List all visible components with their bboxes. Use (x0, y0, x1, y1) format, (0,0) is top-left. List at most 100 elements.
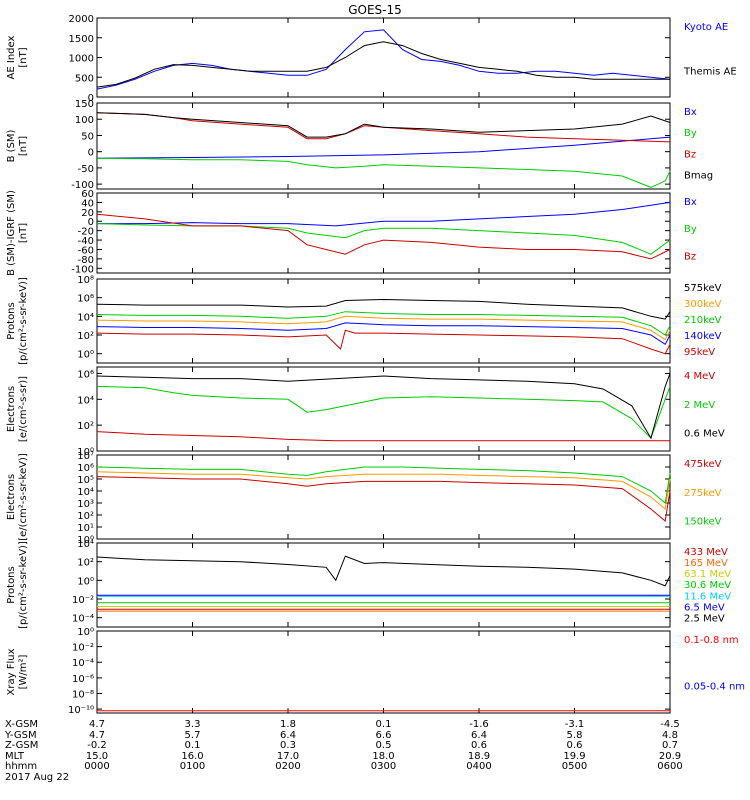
ephemeris-value: 4.7 (89, 719, 105, 730)
y-axis-label: B (SM) (6, 129, 17, 162)
legend-entry: 2.5 MeV (684, 613, 725, 624)
legend-entry: 30.6 MeV (684, 580, 731, 591)
series-line-4-MeV (96, 431, 670, 442)
series-line-140keV (96, 322, 671, 346)
series-line-0.6-MeV (96, 373, 671, 440)
y-tick-label: 10⁻⁴ (72, 614, 94, 625)
series-line-475keV (96, 476, 671, 522)
ephemeris-value: 0200 (275, 761, 300, 772)
y-axis-label: AE Index (6, 35, 17, 79)
ephemeris-value: -1.6 (469, 719, 489, 730)
y-tick-label: 10⁴ (77, 487, 94, 498)
plot-title: GOES-15 (348, 3, 402, 17)
ephemeris-value: 6.6 (376, 730, 392, 741)
y-tick-label: 10⁻¹⁰ (68, 705, 94, 716)
ephemeris-value: 6.4 (471, 730, 487, 741)
ephemeris-value: 16.0 (181, 751, 203, 762)
series-line-2-MeV (96, 385, 671, 440)
ephemeris-value: -0.2 (87, 740, 107, 751)
y-axis-label: [nT] (18, 223, 29, 243)
legend-entry: 275keV (684, 488, 722, 499)
series-line-Bz (96, 213, 671, 260)
panel-1: 0 500 1000 1500 2000 AE Index [nT] Kyoto AE Them… (6, 14, 737, 104)
ephemeris-value: 0400 (466, 761, 491, 772)
legend-entry: Bmag (684, 170, 713, 181)
series-line-Bx (97, 201, 671, 227)
ephemeris-value: 17.0 (277, 751, 299, 762)
y-tick-label: 10⁰ (77, 350, 94, 361)
panel-5: 10⁰ 10² 10⁴ 10⁶ Electrons [e/(cm²-s-sr)] 4 MeV… (6, 366, 725, 458)
y-tick-label: -100 (71, 264, 94, 275)
ephemeris-value: 1.8 (280, 719, 296, 730)
legend-entry: 165 MeV (684, 558, 728, 569)
y-tick-label: 10⁴ (77, 539, 94, 550)
legend-entry: Kyoto AE (684, 22, 728, 33)
y-tick-label: 1500 (69, 34, 94, 45)
ephemeris-value: 0.1 (376, 719, 392, 730)
y-tick-label: 10⁴ (77, 312, 94, 323)
y-axis-label: [e/(cm²-s-sr)] (18, 376, 29, 442)
ephemeris-row-label: MLT (5, 751, 25, 762)
series-line-Kyoto-AE (96, 29, 671, 90)
ephemeris-value: 0.1 (185, 740, 201, 751)
legend-entry: 475keV (684, 459, 722, 470)
ephemeris-value: 20.9 (659, 751, 681, 762)
legend-entry: 210keV (684, 315, 722, 326)
ephemeris-value: 0000 (84, 761, 109, 772)
series-line-Themis-AE (96, 41, 670, 88)
legend-entry: By (684, 128, 697, 139)
series-line-210keV (96, 311, 671, 336)
legend-entry: 4 MeV (684, 371, 715, 382)
y-tick-label: 50 (81, 131, 94, 142)
ephemeris-row-label: Y-GSM (4, 730, 37, 741)
series-line-150keV (96, 466, 671, 504)
y-axis-label: [p/(cm²-s-sr-keV)] (18, 277, 29, 365)
y-axis-label: [p/(cm²-s-sr-keV)] (18, 541, 29, 629)
legend-entry: Bx (684, 197, 697, 208)
y-tick-label: 150 (75, 99, 94, 110)
legend-entry: 0.6 MeV (684, 429, 725, 440)
y-tick-label: 10⁰ (77, 627, 94, 638)
y-tick-label: 10³ (77, 499, 94, 510)
y-tick-label: 40 (81, 198, 94, 209)
legend-entry: 0.1-0.8 nm (684, 635, 739, 646)
y-axis-label: [W/m²] (18, 654, 29, 689)
legend-entry: Bz (684, 251, 696, 262)
legend-entry: 6.5 MeV (684, 602, 725, 613)
y-axis-label: B (SM)-IGRF (SM) (6, 190, 17, 276)
ephemeris-value: 19.9 (563, 751, 585, 762)
ephemeris-value: 4.7 (89, 730, 105, 741)
legend-entry: 95keV (684, 347, 715, 358)
y-tick-label: 0 (88, 217, 94, 228)
ephemeris-value: 0.6 (567, 740, 583, 751)
date-label: 2017 Aug 22 (5, 772, 69, 783)
y-tick-label: 10⁵ (77, 475, 94, 486)
y-tick-label: 10⁻⁴ (72, 658, 94, 669)
ephemeris-value: 0300 (371, 761, 396, 772)
ephemeris-value: -4.5 (660, 719, 680, 730)
y-tick-label: 10² (77, 558, 94, 569)
y-tick-label: 10¹ (77, 523, 94, 534)
y-axis-label: Protons (6, 566, 17, 603)
ephemeris-value: 4.8 (662, 730, 678, 741)
y-tick-label: 0 (88, 93, 94, 104)
ephemeris-value: 5.7 (185, 730, 201, 741)
panel-frame (96, 630, 671, 714)
y-tick-label: 10⁻² (72, 595, 94, 606)
y-tick-label: 1000 (69, 54, 94, 65)
y-tick-label: 10⁷ (77, 451, 94, 462)
ephemeris-value: 0500 (562, 761, 587, 772)
y-tick-label: 2000 (69, 14, 94, 25)
ephemeris-value: -3.1 (565, 719, 585, 730)
y-tick-label: -100 (71, 180, 94, 191)
ephemeris-row-label: X-GSM (5, 719, 38, 730)
panel-frame (96, 454, 671, 540)
y-axis-label: [nT] (18, 47, 29, 67)
ephemeris-row-label: Z-GSM (5, 740, 38, 751)
panel-frame (96, 542, 671, 628)
y-axis-label: Electrons (6, 386, 17, 432)
legend-entry: 0.05-0.4 nm (684, 682, 745, 693)
ephemeris-value: 0100 (180, 761, 205, 772)
